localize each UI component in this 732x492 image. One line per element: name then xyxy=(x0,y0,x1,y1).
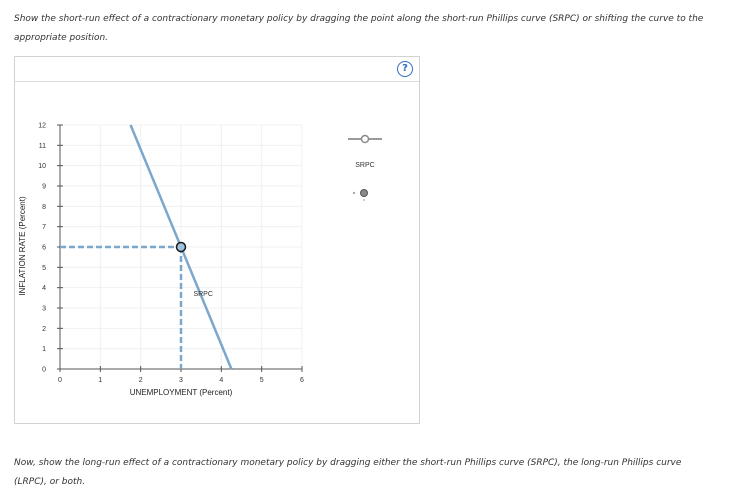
y-tick-label: 4 xyxy=(42,285,46,292)
y-tick-label: 7 xyxy=(42,224,46,231)
y-tick-label: 12 xyxy=(38,123,46,130)
x-tick-label: 0 xyxy=(58,377,62,384)
palette-srpc-label: SRPC xyxy=(355,162,374,169)
point-icon[interactable] xyxy=(360,189,368,197)
point-tool-dot-icon xyxy=(363,199,365,201)
x-tick-label: 2 xyxy=(139,377,143,384)
x-tick-label: 4 xyxy=(219,377,223,384)
x-tick-label: 6 xyxy=(300,377,304,384)
y-tick-label: 1 xyxy=(42,346,46,353)
graph-panel: ? xyxy=(14,56,420,424)
help-button[interactable]: ? xyxy=(397,61,413,77)
y-tick-label: 10 xyxy=(38,163,46,170)
point-tool-dot-icon xyxy=(352,191,356,195)
instructions-top: Show the short-run effect of a contracti… xyxy=(14,14,704,43)
tool-handle-icon[interactable] xyxy=(360,134,370,144)
y-tick-label: 5 xyxy=(42,265,46,272)
palette: SRPC xyxy=(348,134,382,202)
y-tick-label: 8 xyxy=(42,204,46,211)
instructions-bottom: Now, show the long-run effect of a contr… xyxy=(14,458,682,487)
y-tick-label: 2 xyxy=(42,326,46,333)
srpc-tool[interactable] xyxy=(348,134,382,144)
point-tool[interactable] xyxy=(352,189,368,202)
y-tick-label: 3 xyxy=(42,306,46,313)
y-tick-label: 0 xyxy=(42,367,46,374)
panel-header: ? xyxy=(15,57,419,82)
y-tick-label: 11 xyxy=(39,143,46,150)
x-tick-label: 5 xyxy=(260,377,264,384)
equilibrium-point[interactable] xyxy=(175,241,187,253)
srpc-curve-label: SRPC xyxy=(193,291,212,298)
y-tick-label: 6 xyxy=(42,245,46,252)
x-axis-label: UNEMPLOYMENT (Percent) xyxy=(130,388,233,397)
x-tick-label: 3 xyxy=(179,377,183,384)
x-tick-label: 1 xyxy=(98,377,102,384)
y-axis-label: INFLATION RATE (Percent) xyxy=(18,196,27,296)
y-tick-label: 9 xyxy=(42,184,46,191)
marks: SRPC xyxy=(60,124,233,370)
